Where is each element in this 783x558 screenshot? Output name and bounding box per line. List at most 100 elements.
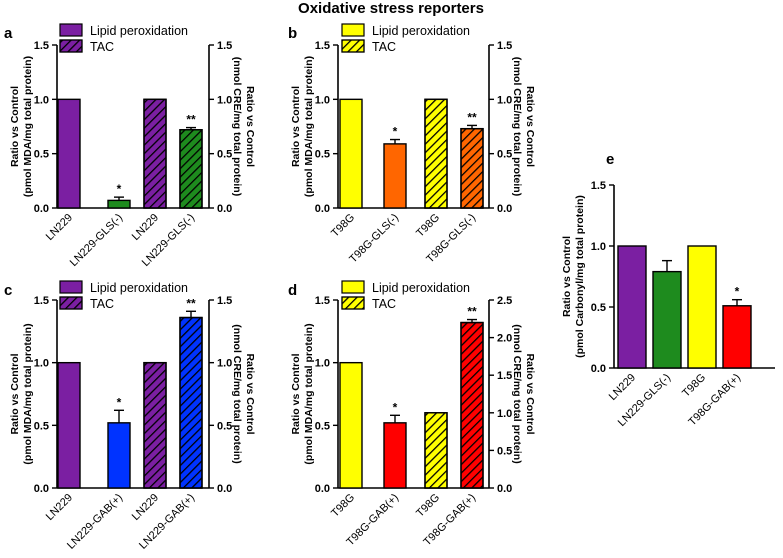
- left-tick-label: 1.5: [315, 40, 330, 52]
- figure-title: Oxidative stress reporters: [298, 0, 484, 17]
- significance-marker: **: [467, 305, 477, 319]
- left-tick-label: 0.5: [34, 420, 49, 432]
- right-axis-title-line: Ratio vs Control: [524, 86, 536, 167]
- left-axis-title-line: Ratio vs Control: [561, 236, 573, 317]
- left-axis-title-line: Ratio vs Control: [9, 353, 21, 434]
- right-tick-label: 0.0: [217, 483, 232, 495]
- left-tick-label: 1.0: [591, 241, 606, 253]
- right-axis-title-line: Ratio vs Control: [524, 353, 536, 434]
- legend-label: TAC: [90, 40, 114, 54]
- legend-label: Lipid peroxidation: [90, 24, 188, 38]
- category-label: LN229-GLS(-): [68, 212, 125, 269]
- bar-hatch: [460, 321, 484, 489]
- bar-hatch: [143, 98, 167, 209]
- left-tick-label: 1.5: [315, 295, 330, 307]
- bar: [339, 98, 363, 209]
- left-tick-label: 1.0: [315, 94, 330, 106]
- left-tick-label: 0.0: [34, 483, 49, 495]
- right-tick-label: 1.5: [217, 295, 232, 307]
- left-tick-label: 0.5: [315, 420, 330, 432]
- left-axis-title-line: (pmol Carbonyl/mg total protein): [574, 195, 586, 358]
- panel-c: c 0.0 0.5 1.0 1.5 0.0 0.5 1.0 1.5 Ratio vs Contro…: [4, 280, 256, 552]
- left-tick-label: 1.5: [34, 295, 49, 307]
- left-tick-label: 1.0: [315, 358, 330, 370]
- significance-marker: *: [735, 285, 740, 299]
- legend-swatch: [341, 280, 365, 294]
- category-label: T98G: [680, 372, 708, 400]
- left-tick-label: 0.0: [315, 483, 330, 495]
- legend-swatch-hatch: [341, 296, 365, 310]
- category-label: T98G: [329, 492, 357, 520]
- panel-e: e 0.0 0.5 1.0 1.5 Ratio vs Control(pmol Carbo…: [561, 151, 775, 429]
- category-label: LN229: [607, 372, 638, 403]
- category-label: LN229: [130, 492, 161, 523]
- panel-label: a: [4, 25, 13, 42]
- bar: [652, 270, 682, 369]
- left-tick-label: 0.5: [315, 149, 330, 161]
- right-tick-label: 2.0: [497, 333, 512, 345]
- right-axis-title: Ratio vs Control(nmol CRE/mg total prote…: [511, 324, 536, 463]
- left-axis-title: Ratio vs Control(pmol MDA/mg total prote…: [290, 56, 315, 197]
- left-tick-label: 0.0: [34, 203, 49, 215]
- left-tick-label: 0.0: [591, 363, 606, 375]
- bar-hatch: [179, 316, 203, 489]
- bar: [57, 361, 81, 489]
- right-tick-label: 1.5: [497, 370, 512, 382]
- bar: [107, 422, 131, 489]
- bar: [107, 199, 131, 209]
- left-tick-label: 1.5: [591, 180, 606, 192]
- category-label: LN229: [130, 212, 161, 243]
- right-tick-label: 0.5: [497, 445, 512, 457]
- significance-marker: *: [117, 182, 122, 196]
- left-tick-label: 1.5: [34, 40, 49, 52]
- legend-swatch: [59, 23, 83, 37]
- right-axis-title-line: Ratio vs Control: [244, 353, 256, 434]
- left-axis-title-line: (pmol MDA/mg total protein): [22, 323, 34, 464]
- bar-hatch: [460, 127, 484, 209]
- right-tick-label: 1.0: [217, 94, 232, 106]
- left-axis-title-line: (pmol MDA/mg total protein): [22, 56, 34, 197]
- bar-hatch: [143, 361, 167, 489]
- bar-hatch: [424, 412, 448, 489]
- legend-label: TAC: [372, 40, 396, 54]
- right-axis-title: Ratio vs Control(nmol CRE/mg total prote…: [231, 324, 256, 463]
- left-axis-title: Ratio vs Control(pmol Carbonyl/mg total …: [561, 195, 586, 358]
- category-label: LN229: [44, 212, 75, 243]
- left-axis-title-line: Ratio vs Control: [290, 86, 302, 167]
- bar: [687, 245, 717, 369]
- left-tick-label: 0.5: [34, 149, 49, 161]
- legend-swatch-hatch: [59, 296, 83, 310]
- panel-label: d: [288, 282, 297, 299]
- right-axis-title-line: Ratio vs Control: [244, 86, 256, 167]
- bar-hatch: [424, 98, 448, 209]
- right-axis-title: Ratio vs Control(nmol CRE/mg total prote…: [511, 57, 536, 196]
- right-axis-title-line: (nmol CRE/mg total protein): [511, 57, 523, 196]
- significance-marker: *: [117, 395, 122, 409]
- bar: [57, 98, 81, 209]
- left-tick-label: 1.0: [34, 94, 49, 106]
- left-axis-title: Ratio vs Control(pmol MDA/mg total prote…: [290, 323, 315, 464]
- left-tick-label: 0.5: [591, 302, 606, 314]
- right-tick-label: 1.5: [217, 40, 232, 52]
- significance-marker: **: [186, 113, 196, 127]
- category-label: T98G: [414, 492, 442, 520]
- right-tick-label: 1.5: [497, 40, 512, 52]
- right-tick-label: 2.5: [497, 295, 512, 307]
- legend-label: Lipid peroxidation: [90, 281, 188, 295]
- bar: [383, 422, 407, 489]
- right-tick-label: 0.0: [217, 203, 232, 215]
- legend-label: TAC: [372, 297, 396, 311]
- legend-label: Lipid peroxidation: [372, 24, 470, 38]
- left-axis-title-line: Ratio vs Control: [290, 353, 302, 434]
- right-axis-title-line: (nmol CRE/mg total protein): [231, 324, 243, 463]
- significance-marker: **: [467, 110, 477, 124]
- legend-label: Lipid peroxidation: [372, 281, 470, 295]
- panel-label: e: [606, 151, 614, 168]
- panel-d: d 0.0 0.5 1.0 1.5 0.0 0.5 1.0 1.5 2.0 2.5 Ratio vs …: [288, 280, 536, 548]
- legend-label: TAC: [90, 297, 114, 311]
- legend-swatch-hatch: [341, 39, 365, 53]
- significance-marker: *: [393, 125, 398, 139]
- left-tick-label: 1.0: [34, 358, 49, 370]
